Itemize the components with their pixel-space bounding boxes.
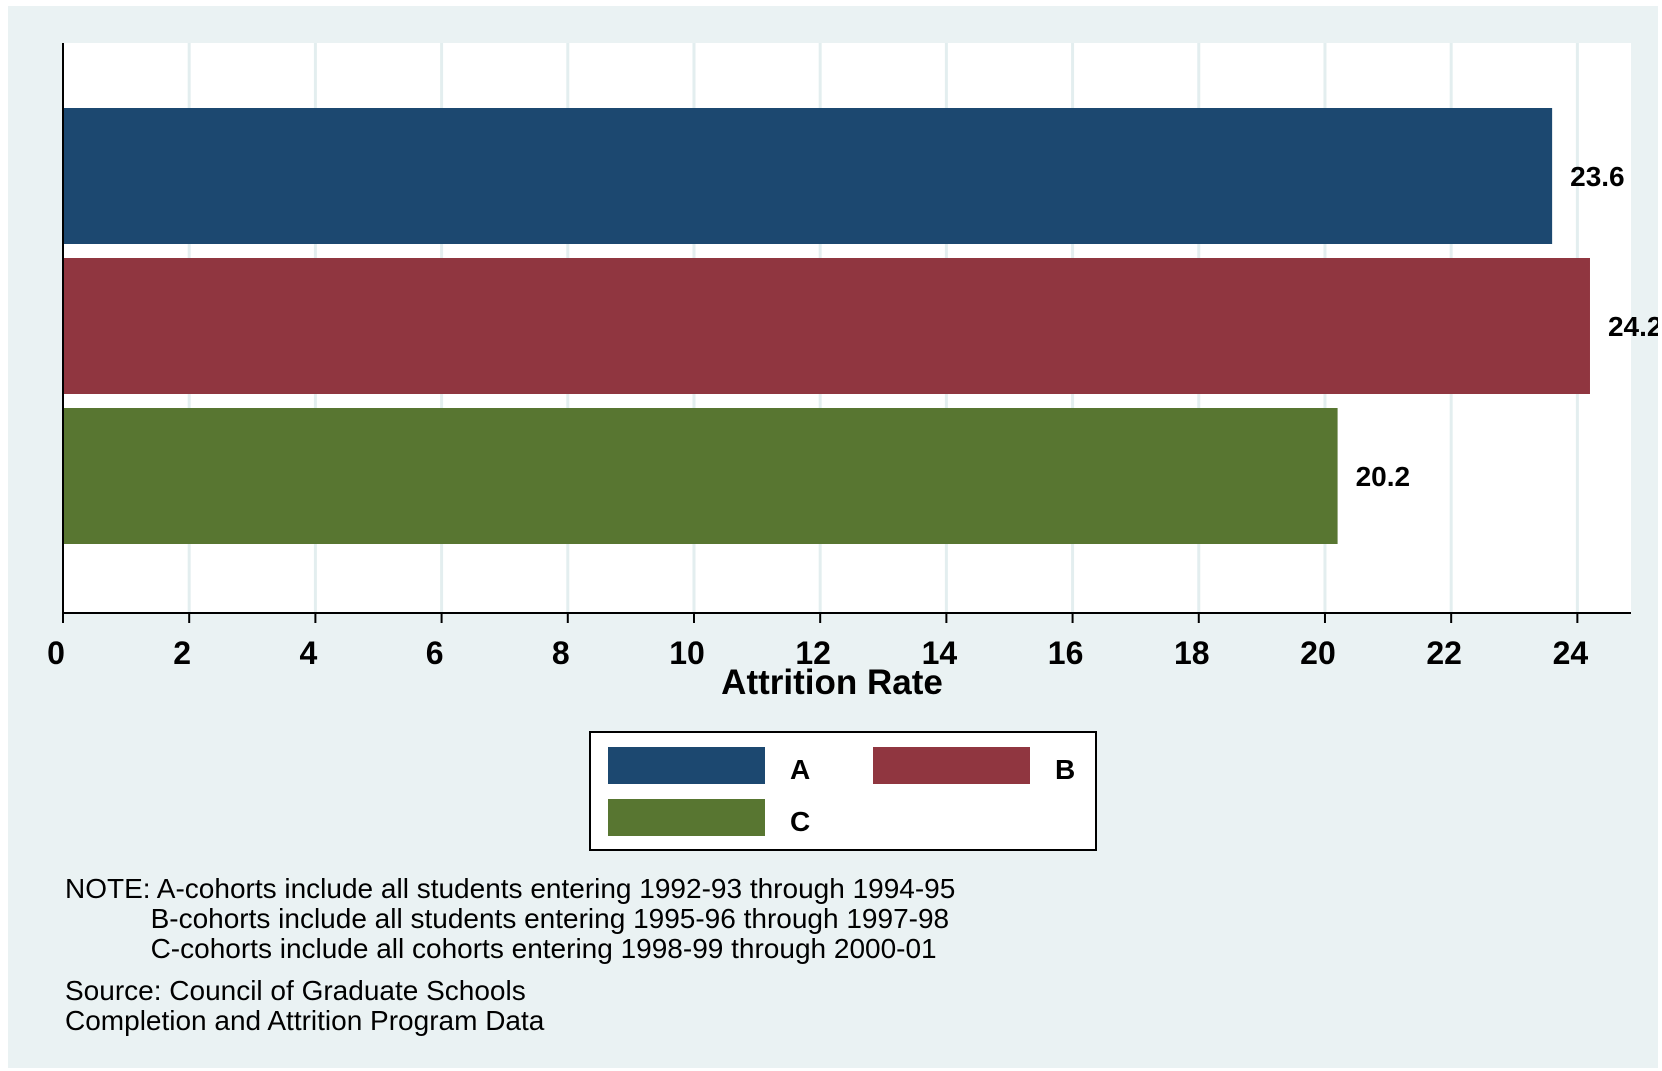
legend-swatch-b [873,747,1030,784]
x-tick-label: 4 [299,635,317,671]
source-line: Completion and Attrition Program Data [65,1005,545,1036]
legend-label-c: C [790,806,810,837]
note-line: B-cohorts include all students entering … [65,903,950,934]
source-block: Source: Council of Graduate Schools Comp… [65,976,955,1036]
x-tick-label: 10 [669,635,705,671]
note-line: C-cohorts include all cohorts entering 1… [65,933,937,964]
bars [63,108,1590,544]
legend-label-b: B [1055,754,1075,785]
attrition-bar-chart: 23.624.220.2 0 2 4 6 8 10 12 14 16 18 20 22 24 Attri… [47,43,1658,851]
x-tick-label: 16 [1048,635,1084,671]
x-tick-label: 0 [47,635,65,671]
chart-notes: NOTE: A-cohorts include all students ent… [65,874,955,1036]
x-tick-label: 2 [173,635,191,671]
x-tick-label: 18 [1174,635,1210,671]
bar-c [63,408,1338,544]
source-line: Source: Council of Graduate Schools [65,975,526,1006]
x-tick-label: 22 [1426,635,1462,671]
x-tick-label: 8 [552,635,570,671]
legend: A B C [589,731,1097,851]
x-tick-label: 6 [426,635,444,671]
data-label-b: 24.2 [1608,311,1658,342]
legend-swatch-c [608,799,765,836]
data-labels: 23.6 24.2 20.2 [1356,161,1658,492]
x-axis-title: Attrition Rate [721,663,943,702]
x-tick-label: 24 [1553,635,1589,671]
data-label-c: 20.2 [1356,461,1411,492]
x-axis: 0 2 4 6 8 10 12 14 16 18 20 22 24 [47,43,1631,671]
x-tick-label: 20 [1300,635,1336,671]
legend-swatch-a [608,747,765,784]
chart-panel: 23.6 24.2 20.2 0 2 4 6 8 10 12 14 16 18 20 22 24 Attri… [8,6,1658,1068]
bar-a [63,108,1553,244]
x-tick-label: 12 [795,635,831,671]
note-line: NOTE: A-cohorts include all students ent… [65,873,956,904]
x-tick-label: 14 [922,635,958,671]
bar-b [63,258,1590,394]
legend-label-a: A [790,754,810,785]
data-label-a: 23.6 [1570,161,1625,192]
